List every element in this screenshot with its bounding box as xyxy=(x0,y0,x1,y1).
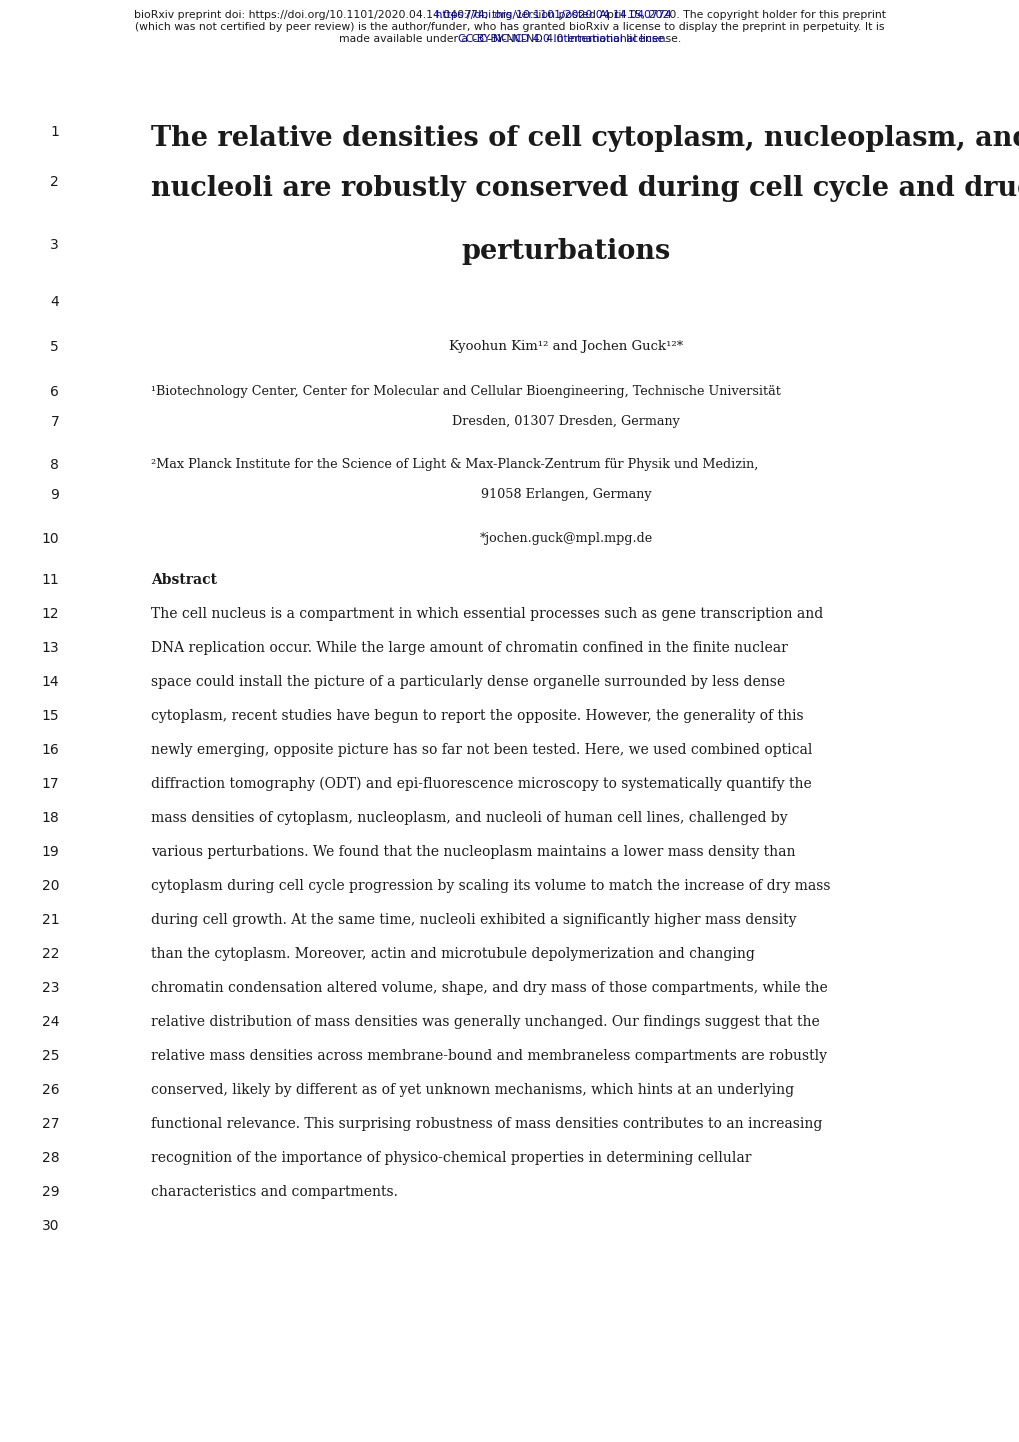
Text: 29: 29 xyxy=(42,1185,59,1198)
Text: 20: 20 xyxy=(42,880,59,893)
Text: 6: 6 xyxy=(50,385,59,399)
Text: 91058 Erlangen, Germany: 91058 Erlangen, Germany xyxy=(480,487,651,500)
Text: 18: 18 xyxy=(42,810,59,825)
Text: 3: 3 xyxy=(50,238,59,252)
Text: 25: 25 xyxy=(42,1048,59,1063)
Text: 17: 17 xyxy=(42,777,59,792)
Text: functional relevance. This surprising robustness of mass densities contributes t: functional relevance. This surprising ro… xyxy=(151,1118,821,1131)
Text: CC-BY-NC-ND 4.0 International license.: CC-BY-NC-ND 4.0 International license. xyxy=(353,35,666,45)
Text: various perturbations. We found that the nucleoplasm maintains a lower mass dens: various perturbations. We found that the… xyxy=(151,845,795,859)
Text: 27: 27 xyxy=(42,1118,59,1131)
Text: Abstract: Abstract xyxy=(151,572,217,587)
Text: 30: 30 xyxy=(42,1218,59,1233)
Text: DNA replication occur. While the large amount of chromatin confined in the finit: DNA replication occur. While the large a… xyxy=(151,642,787,655)
Text: 26: 26 xyxy=(42,1083,59,1097)
Text: Dresden, 01307 Dresden, Germany: Dresden, 01307 Dresden, Germany xyxy=(451,415,680,428)
Text: conserved, likely by different as of yet unknown mechanisms, which hints at an u: conserved, likely by different as of yet… xyxy=(151,1083,794,1097)
Text: cytoplasm, recent studies have begun to report the opposite. However, the genera: cytoplasm, recent studies have begun to … xyxy=(151,709,803,722)
Text: 19: 19 xyxy=(42,845,59,859)
Text: 8: 8 xyxy=(50,459,59,472)
Text: ¹Biotechnology Center, Center for Molecular and Cellular Bioengineering, Technis: ¹Biotechnology Center, Center for Molecu… xyxy=(151,385,781,398)
Text: cytoplasm during cell cycle progression by scaling its volume to match the incre: cytoplasm during cell cycle progression … xyxy=(151,880,829,893)
Text: 15: 15 xyxy=(42,709,59,722)
Text: 24: 24 xyxy=(42,1015,59,1030)
Text: relative distribution of mass densities was generally unchanged. Our findings su: relative distribution of mass densities … xyxy=(151,1015,819,1030)
Text: 22: 22 xyxy=(42,947,59,960)
Text: 4: 4 xyxy=(50,296,59,309)
Text: Kyoohun Kim¹² and Jochen Guck¹²*: Kyoohun Kim¹² and Jochen Guck¹²* xyxy=(448,340,683,353)
Text: 10: 10 xyxy=(42,532,59,547)
Text: mass densities of cytoplasm, nucleoplasm, and nucleoli of human cell lines, chal: mass densities of cytoplasm, nucleoplasm… xyxy=(151,810,787,825)
Text: 21: 21 xyxy=(42,913,59,927)
Text: 7: 7 xyxy=(50,415,59,430)
Text: The relative densities of cell cytoplasm, nucleoplasm, and: The relative densities of cell cytoplasm… xyxy=(151,125,1019,151)
Text: diffraction tomography (ODT) and epi-fluorescence microscopy to systematically q: diffraction tomography (ODT) and epi-flu… xyxy=(151,777,811,792)
Text: ²Max Planck Institute for the Science of Light & Max-Planck-Zentrum für Physik u: ²Max Planck Institute for the Science of… xyxy=(151,459,757,472)
Text: 13: 13 xyxy=(42,642,59,655)
Text: during cell growth. At the same time, nucleoli exhibited a significantly higher : during cell growth. At the same time, nu… xyxy=(151,913,796,927)
Text: *jochen.guck@mpl.mpg.de: *jochen.guck@mpl.mpg.de xyxy=(479,532,652,545)
Text: space could install the picture of a particularly dense organelle surrounded by : space could install the picture of a par… xyxy=(151,675,785,689)
Text: 16: 16 xyxy=(42,743,59,757)
Text: 28: 28 xyxy=(42,1151,59,1165)
Text: chromatin condensation altered volume, shape, and dry mass of those compartments: chromatin condensation altered volume, s… xyxy=(151,981,826,995)
Text: 23: 23 xyxy=(42,981,59,995)
Text: nucleoli are robustly conserved during cell cycle and drug: nucleoli are robustly conserved during c… xyxy=(151,174,1019,202)
Text: made available under a CC-BY-NC-ND 4.0 International license.: made available under a CC-BY-NC-ND 4.0 I… xyxy=(338,35,681,45)
Text: 14: 14 xyxy=(42,675,59,689)
Text: than the cytoplasm. Moreover, actin and microtubule depolymerization and changin: than the cytoplasm. Moreover, actin and … xyxy=(151,947,754,960)
Text: 12: 12 xyxy=(42,607,59,622)
Text: recognition of the importance of physico-chemical properties in determining cell: recognition of the importance of physico… xyxy=(151,1151,751,1165)
Text: bioRxiv preprint doi: https://doi.org/10.1101/2020.04.14.040774; this version po: bioRxiv preprint doi: https://doi.org/10… xyxy=(133,10,886,20)
Text: newly emerging, opposite picture has so far not been tested. Here, we used combi: newly emerging, opposite picture has so … xyxy=(151,743,811,757)
Text: 2: 2 xyxy=(50,174,59,189)
Text: (which was not certified by peer review) is the author/funder, who has granted b: (which was not certified by peer review)… xyxy=(136,22,883,32)
Text: characteristics and compartments.: characteristics and compartments. xyxy=(151,1185,397,1198)
Text: 5: 5 xyxy=(50,340,59,353)
Text: https://doi.org/10.1101/2020.04.14.040774: https://doi.org/10.1101/2020.04.14.04077… xyxy=(347,10,672,20)
Text: The cell nucleus is a compartment in which essential processes such as gene tran: The cell nucleus is a compartment in whi… xyxy=(151,607,822,622)
Text: relative mass densities across membrane-bound and membraneless compartments are : relative mass densities across membrane-… xyxy=(151,1048,826,1063)
Text: 9: 9 xyxy=(50,487,59,502)
Text: 11: 11 xyxy=(42,572,59,587)
Text: perturbations: perturbations xyxy=(461,238,671,265)
Text: 1: 1 xyxy=(50,125,59,138)
